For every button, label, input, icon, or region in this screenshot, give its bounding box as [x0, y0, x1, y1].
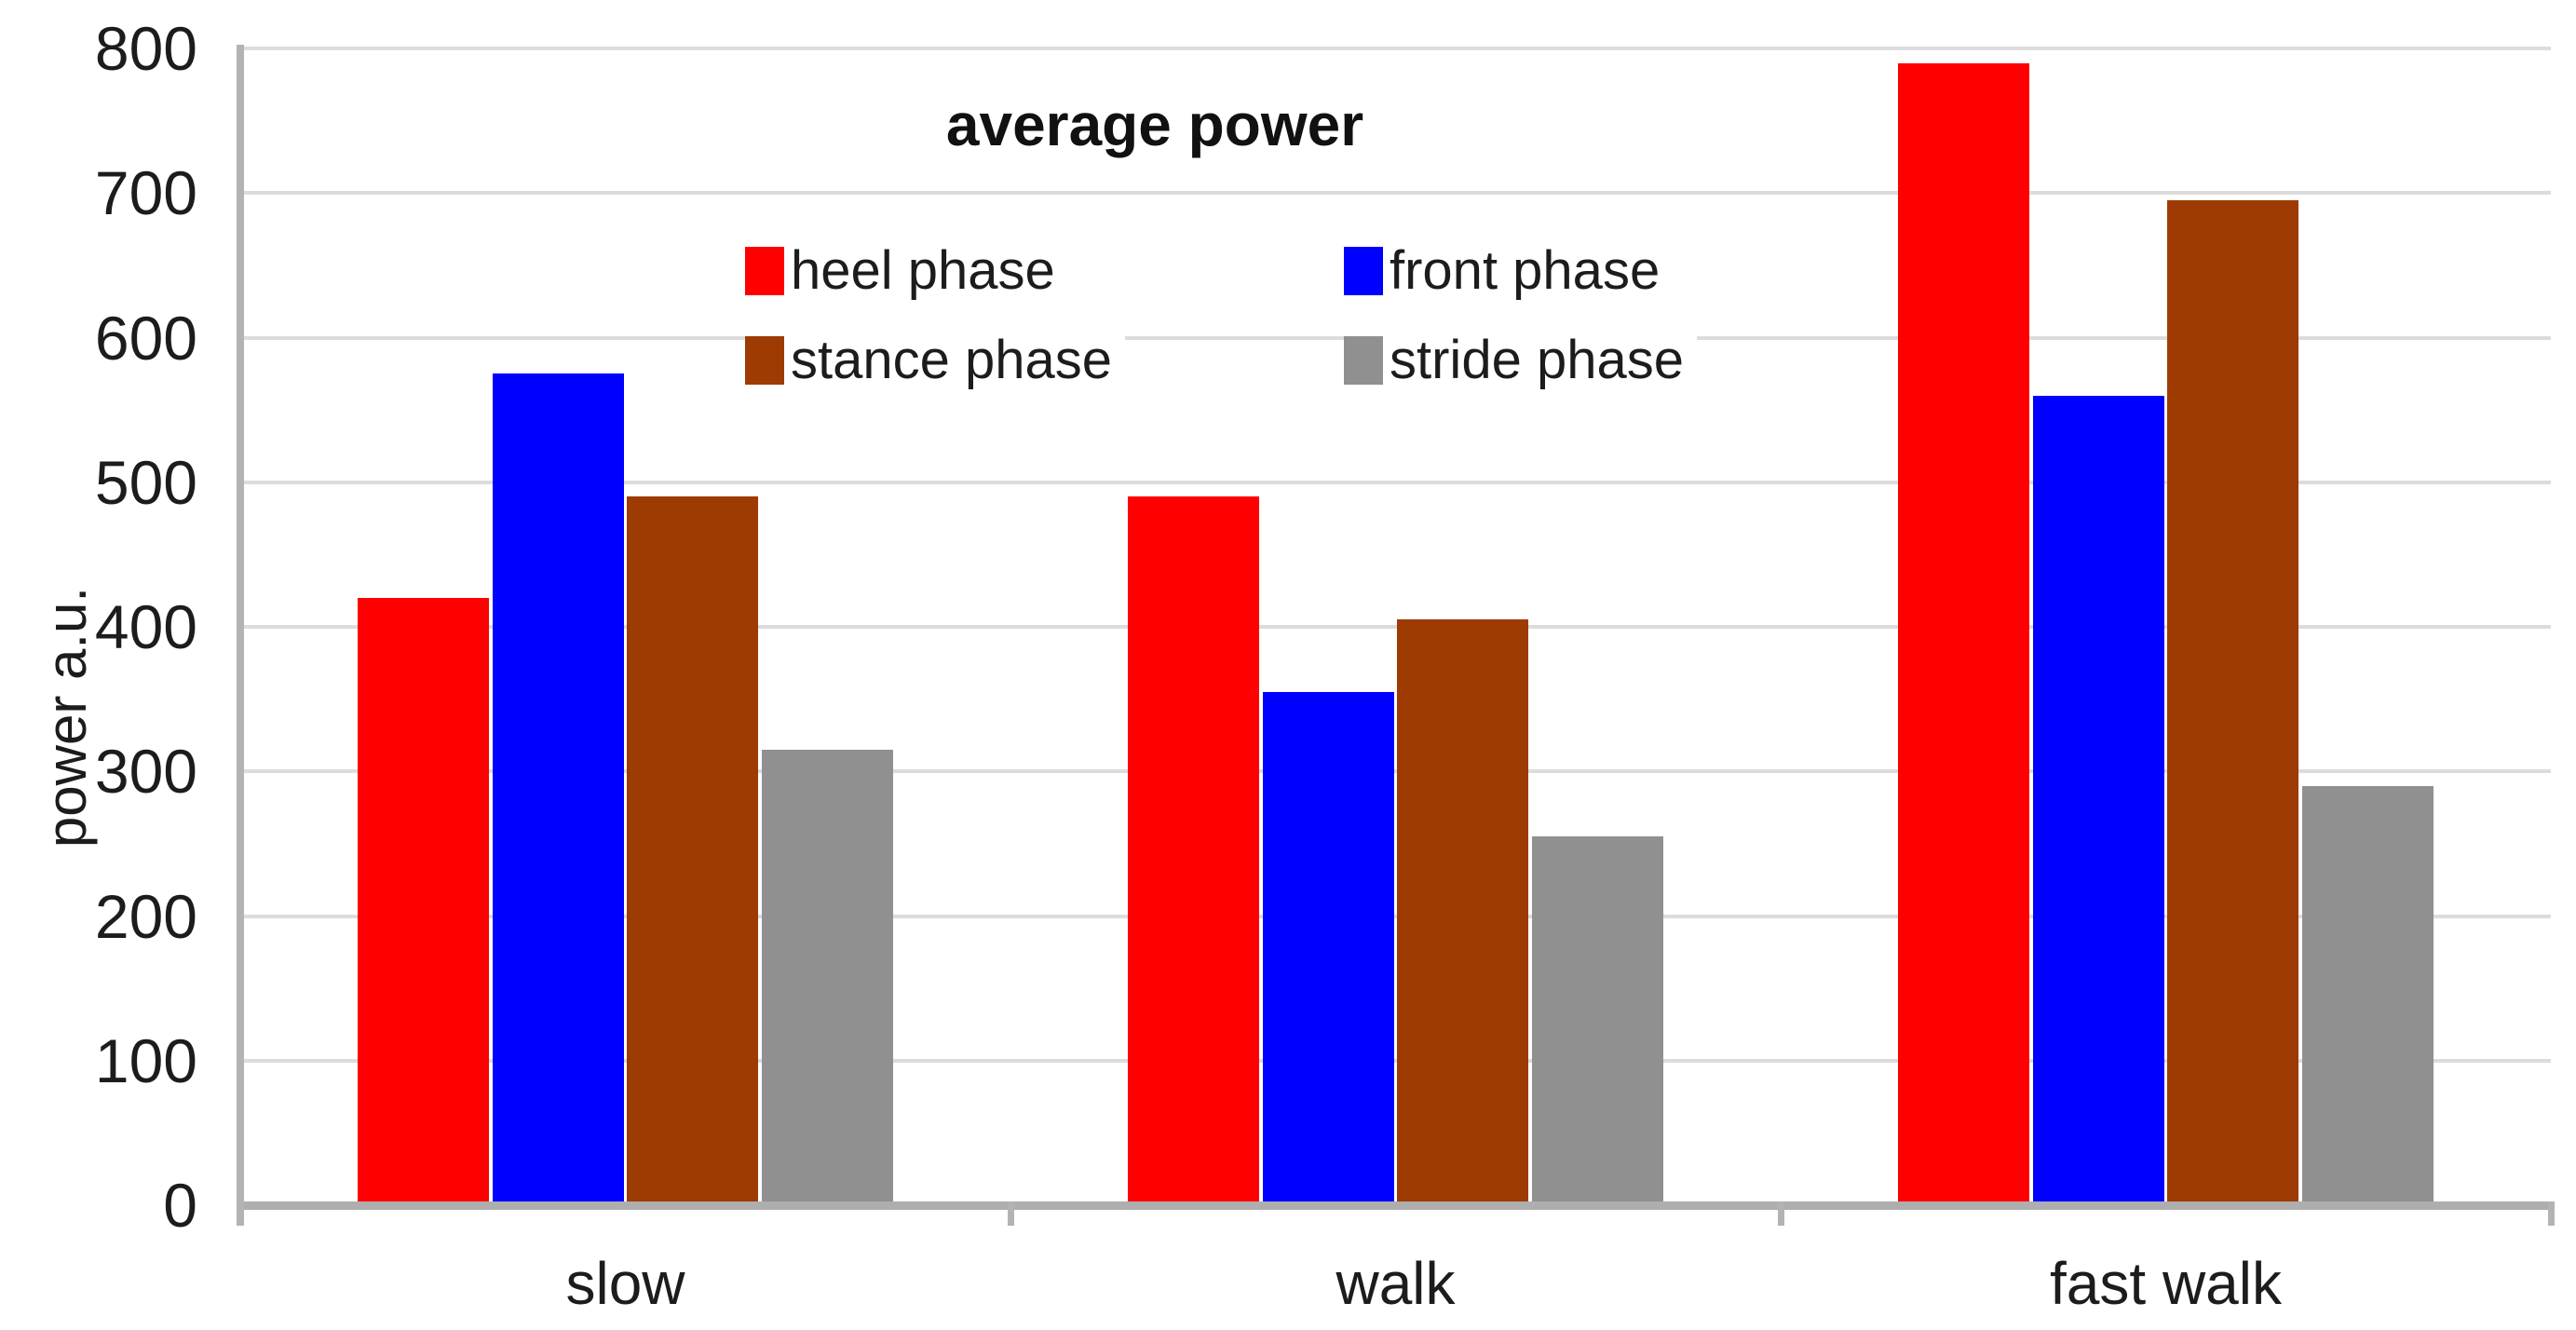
- chart-title: average power: [945, 91, 1364, 158]
- y-tick-label-100: 100: [94, 1025, 197, 1095]
- legend-swatch-stance-phase: [745, 336, 784, 385]
- bar-fast-walk-front-phase: [2032, 395, 2164, 1205]
- legend-label-stride-phase: stride phase: [1390, 330, 1684, 390]
- legend-item-stance-phase: stance phase: [745, 330, 1126, 391]
- y-tick-label-800: 800: [94, 14, 197, 83]
- y-tick-label-400: 400: [94, 592, 197, 661]
- legend-swatch-heel-phase: [745, 247, 784, 295]
- x-category-label-walk: walk: [1335, 1250, 1456, 1317]
- y-tick-label-500: 500: [94, 447, 197, 517]
- x-axis-tick: [1778, 1201, 1784, 1226]
- x-axis-tick: [1008, 1201, 1014, 1226]
- gridline-400: [240, 625, 2551, 629]
- legend-item-stride-phase: stride phase: [1344, 330, 1697, 391]
- bar-walk-stance-phase: [1397, 619, 1529, 1205]
- bar-slow-stance-phase: [627, 496, 759, 1205]
- bar-walk-front-phase: [1262, 691, 1394, 1205]
- bar-slow-heel-phase: [358, 597, 489, 1205]
- y-tick-label-600: 600: [94, 303, 197, 373]
- bar-walk-stride-phase: [1532, 836, 1664, 1205]
- legend-label-stance-phase: stance phase: [791, 330, 1113, 390]
- x-axis-tick: [237, 1201, 244, 1226]
- legend-item-heel-phase: heel phase: [745, 240, 1068, 302]
- gridline-700: [240, 191, 2551, 196]
- legend-label-heel-phase: heel phase: [791, 240, 1055, 301]
- y-tick-label-0: 0: [163, 1171, 197, 1240]
- x-axis-tick: [2548, 1201, 2555, 1226]
- bar-walk-heel-phase: [1128, 496, 1259, 1205]
- gridline-800: [240, 47, 2551, 50]
- gridline-0: [240, 1201, 2551, 1210]
- legend-swatch-front-phase: [1344, 247, 1383, 295]
- x-category-label-slow: slow: [565, 1250, 685, 1317]
- y-axis-line: [237, 45, 244, 1226]
- bar-fast-walk-stride-phase: [2302, 785, 2434, 1205]
- bar-slow-stride-phase: [762, 749, 894, 1205]
- legend-swatch-stride-phase: [1344, 336, 1383, 385]
- bar-slow-front-phase: [492, 373, 624, 1205]
- bar-fast-walk-heel-phase: [1898, 62, 2029, 1205]
- x-category-label-fast-walk: fast walk: [2050, 1250, 2282, 1317]
- y-tick-label-700: 700: [94, 158, 197, 228]
- legend-label-front-phase: front phase: [1390, 240, 1661, 301]
- gridline-500: [240, 480, 2551, 484]
- gridline-300: [240, 769, 2551, 774]
- y-tick-label-300: 300: [94, 737, 197, 807]
- legend-item-front-phase: front phase: [1344, 240, 1674, 302]
- bar-fast-walk-stance-phase: [2167, 200, 2299, 1205]
- y-tick-label-200: 200: [94, 881, 197, 951]
- gridline-100: [240, 1058, 2551, 1063]
- gridline-200: [240, 914, 2551, 918]
